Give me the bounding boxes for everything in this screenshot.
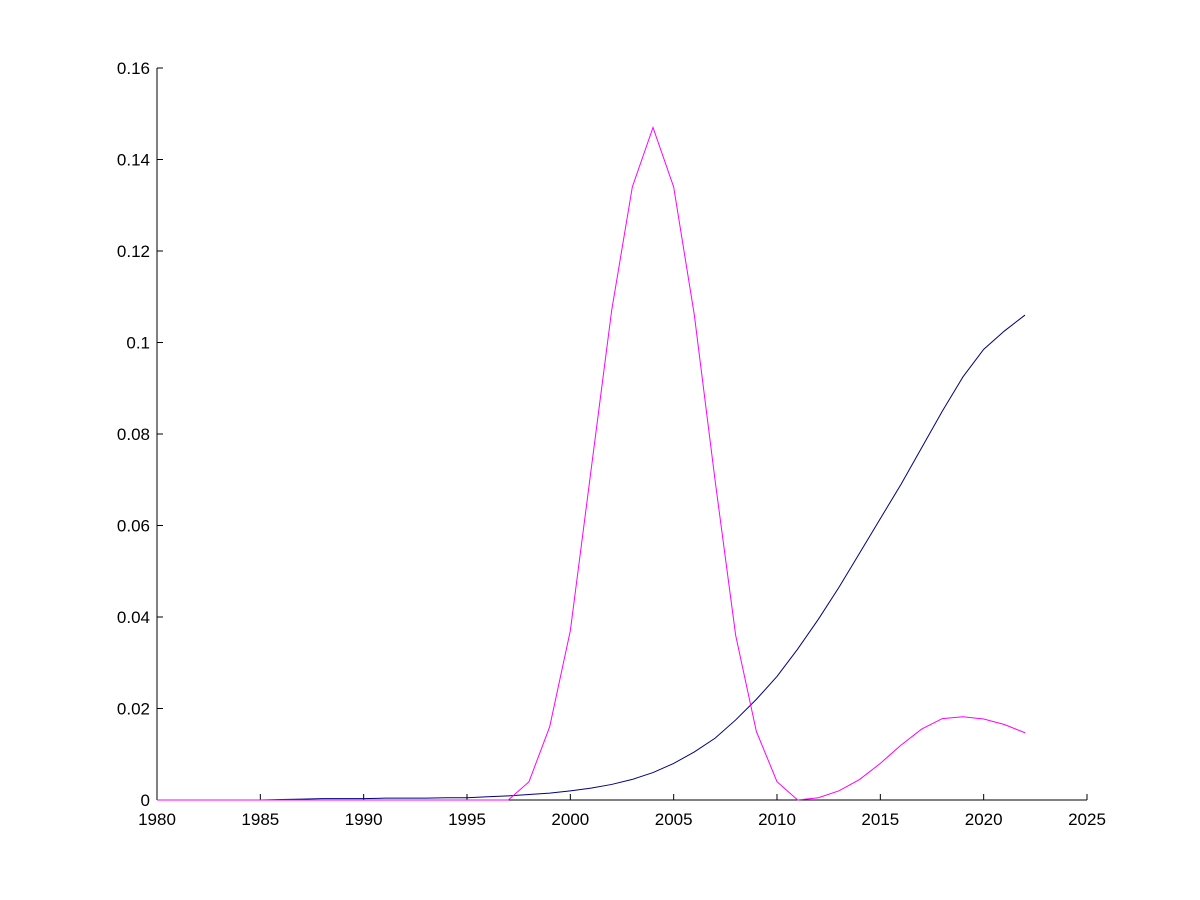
x-tick-label: 2005	[655, 810, 693, 829]
y-tick-label: 0.12	[117, 242, 150, 261]
x-tick-label: 1995	[448, 810, 486, 829]
x-tick-label: 2000	[551, 810, 589, 829]
series-line	[157, 125, 1026, 801]
y-tick-label: 0.04	[117, 608, 150, 627]
series-line	[157, 314, 1026, 801]
x-tick-label: 2025	[1068, 810, 1106, 829]
x-tick-label: 1985	[241, 810, 279, 829]
y-tick-label: 0	[141, 791, 150, 810]
y-tick-label: 0.08	[117, 425, 150, 444]
x-tick-label: 2010	[758, 810, 796, 829]
x-tick-label: 2020	[965, 810, 1003, 829]
y-tick-label: 0.1	[126, 334, 150, 353]
y-tick-label: 0.14	[117, 151, 150, 170]
x-tick-label: 2015	[861, 810, 899, 829]
x-tick-label: 1980	[138, 810, 176, 829]
x-tick-label: 1990	[345, 810, 383, 829]
y-tick-label: 0.06	[117, 517, 150, 536]
y-tick-label: 0.02	[117, 700, 150, 719]
y-tick-label: 0.16	[117, 59, 150, 78]
